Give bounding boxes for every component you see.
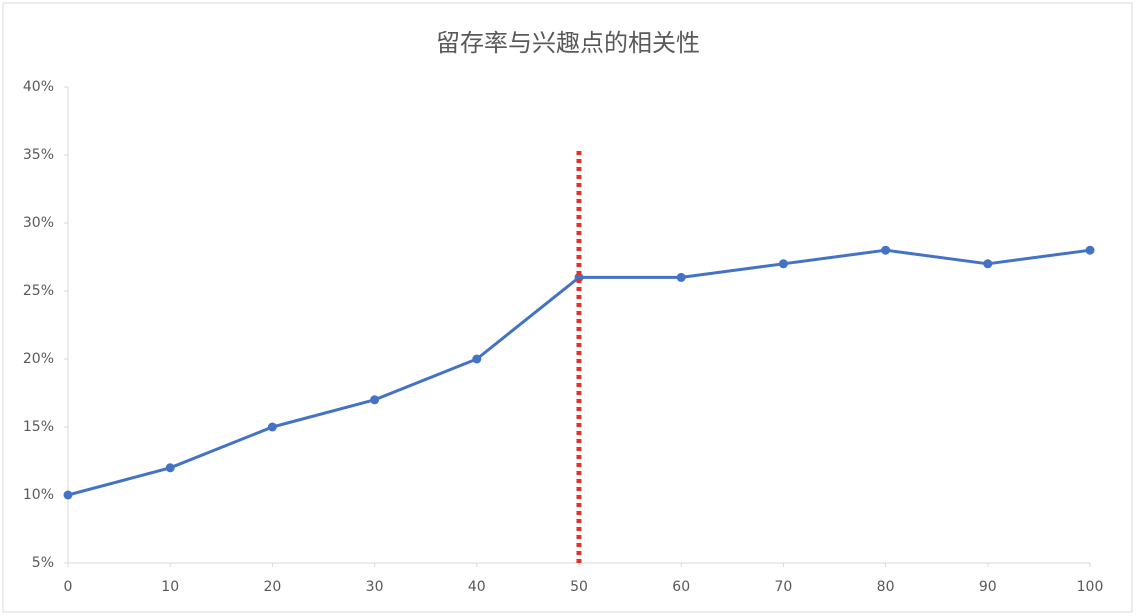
y-tick-label: 25% <box>23 283 54 299</box>
y-tick-label: 10% <box>23 487 54 503</box>
x-tick-label: 80 <box>877 579 895 595</box>
data-point <box>165 463 175 473</box>
y-tick-label: 20% <box>23 351 54 367</box>
chart-title: 留存率与兴趣点的相关性 <box>436 29 700 57</box>
x-tick-label: 60 <box>672 579 690 595</box>
y-tick-label: 30% <box>23 215 54 231</box>
x-tick-label: 0 <box>64 579 73 595</box>
x-tick-label: 90 <box>979 579 997 595</box>
x-tick-label: 70 <box>774 579 792 595</box>
x-tick-label: 40 <box>468 579 486 595</box>
x-tick-label: 100 <box>1077 579 1104 595</box>
data-point <box>63 490 73 500</box>
data-point <box>267 422 277 432</box>
y-tick-label: 35% <box>23 147 54 163</box>
data-point <box>676 272 686 282</box>
data-point <box>778 259 788 269</box>
x-tick-label: 20 <box>263 579 281 595</box>
x-tick-label: 30 <box>366 579 384 595</box>
data-point <box>370 395 380 405</box>
y-tick-label: 5% <box>32 555 54 571</box>
data-point <box>1085 245 1095 255</box>
y-tick-label: 40% <box>23 79 54 95</box>
x-tick-label: 10 <box>161 579 179 595</box>
data-point <box>983 259 993 269</box>
data-point <box>881 245 891 255</box>
y-tick-label: 15% <box>23 419 54 435</box>
x-tick-label: 50 <box>570 579 588 595</box>
data-point <box>472 354 482 364</box>
